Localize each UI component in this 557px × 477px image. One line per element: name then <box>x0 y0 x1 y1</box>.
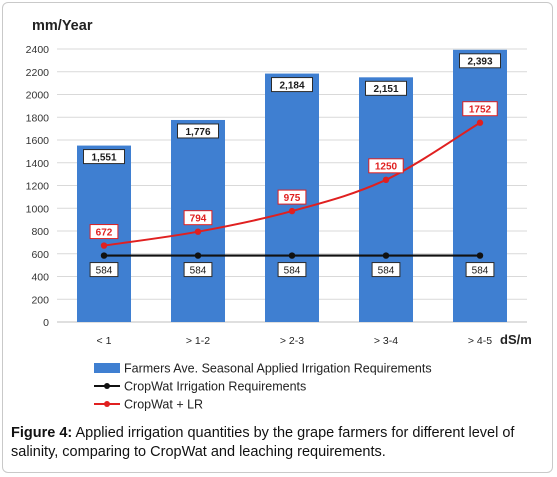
series-point <box>194 252 202 259</box>
data-label: 2,184 <box>279 80 304 91</box>
data-label: 584 <box>378 265 395 276</box>
y-axis-label: mm/Year <box>32 18 93 34</box>
x-axis-label: dS/m <box>500 332 532 347</box>
data-label: 1752 <box>469 105 492 116</box>
chart: mm/Year 0 200 400 600 800 1000 1200 1400 1600 180… <box>26 18 532 412</box>
data-label: 975 <box>284 193 301 204</box>
data-label-box <box>177 123 219 139</box>
data-label-box <box>462 101 498 117</box>
y-tick-label: 2000 <box>26 90 50 102</box>
data-label-box <box>89 224 119 240</box>
series-point <box>288 252 296 259</box>
bar <box>359 77 413 322</box>
y-tick-label: 1600 <box>26 135 50 147</box>
series-point <box>100 242 108 249</box>
bar <box>453 49 507 322</box>
x-tick-label: > 4-5 <box>468 335 492 347</box>
data-label-box <box>371 262 401 278</box>
legend-label: CropWat Irrigation Requirements <box>124 380 306 394</box>
data-label-box <box>459 53 501 69</box>
x-tick-label: > 3-4 <box>374 335 398 347</box>
y-tick-labels: 0 200 400 600 800 1000 1200 1400 1600 1800 2000 220… <box>26 44 50 329</box>
data-label-box <box>183 262 213 278</box>
figure-caption: Figure 4: Applied irrigation quantities … <box>11 424 547 462</box>
data-label-box <box>277 189 307 205</box>
series-lines <box>100 119 484 259</box>
series-point <box>100 252 108 259</box>
x-tick-label: > 1-2 <box>186 335 210 347</box>
data-label: 1,776 <box>185 127 210 138</box>
y-tick-label: 1200 <box>26 181 50 193</box>
series-point <box>476 119 484 126</box>
caption-label: Figure 4: <box>11 425 73 441</box>
data-label-box <box>365 80 407 96</box>
series-point <box>476 252 484 259</box>
legend-marker <box>104 401 110 407</box>
x-tick-label: > 2-3 <box>280 335 304 347</box>
data-label: 1250 <box>375 162 398 173</box>
data-label: 584 <box>284 265 301 276</box>
data-label-box <box>465 262 495 278</box>
legend: Farmers Ave. Seasonal Applied Irrigation… <box>94 362 432 412</box>
data-label-box <box>183 210 213 226</box>
data-label: 794 <box>190 213 207 224</box>
data-label-box <box>277 262 307 278</box>
x-tick-labels: < 1 > 1-2 > 2-3 > 3-4 > 4-5 <box>97 335 493 347</box>
series-point <box>382 252 390 259</box>
data-label-box <box>368 158 404 174</box>
legend-label: CropWat + LR <box>124 398 203 412</box>
y-tick-label: 600 <box>31 249 49 261</box>
legend-marker <box>104 383 110 389</box>
y-tick-label: 800 <box>31 226 49 238</box>
data-label: 2,151 <box>373 84 398 95</box>
y-tick-label: 1000 <box>26 203 50 215</box>
y-tick-label: 1800 <box>26 112 50 124</box>
y-tick-label: 200 <box>31 294 49 306</box>
y-tick-label: 400 <box>31 272 49 284</box>
data-label-box <box>89 262 119 278</box>
caption-text: Applied irrigation quantities by the gra… <box>11 425 515 460</box>
series-point <box>382 176 390 184</box>
data-label: 672 <box>96 227 113 238</box>
data-label: 584 <box>96 265 113 276</box>
legend-label: Farmers Ave. Seasonal Applied Irrigation… <box>124 362 432 376</box>
series-point <box>288 207 296 215</box>
data-label: 2,393 <box>467 57 492 68</box>
data-label: 1,551 <box>91 152 116 163</box>
y-tick-label: 2400 <box>26 44 50 56</box>
y-tick-label: 1400 <box>26 158 50 170</box>
data-labels: 1,551 1,776 2,184 2,151 2,393 584 584 584 584 584… <box>83 53 501 278</box>
y-tick-label: 0 <box>43 317 49 329</box>
data-label-box <box>83 149 125 165</box>
series-point <box>194 228 202 235</box>
data-label: 584 <box>190 265 207 276</box>
x-tick-label: < 1 <box>97 335 112 347</box>
legend-swatch <box>94 363 120 373</box>
data-label: 584 <box>472 265 489 276</box>
y-tick-label: 2200 <box>26 67 50 79</box>
data-label-box <box>271 77 313 93</box>
